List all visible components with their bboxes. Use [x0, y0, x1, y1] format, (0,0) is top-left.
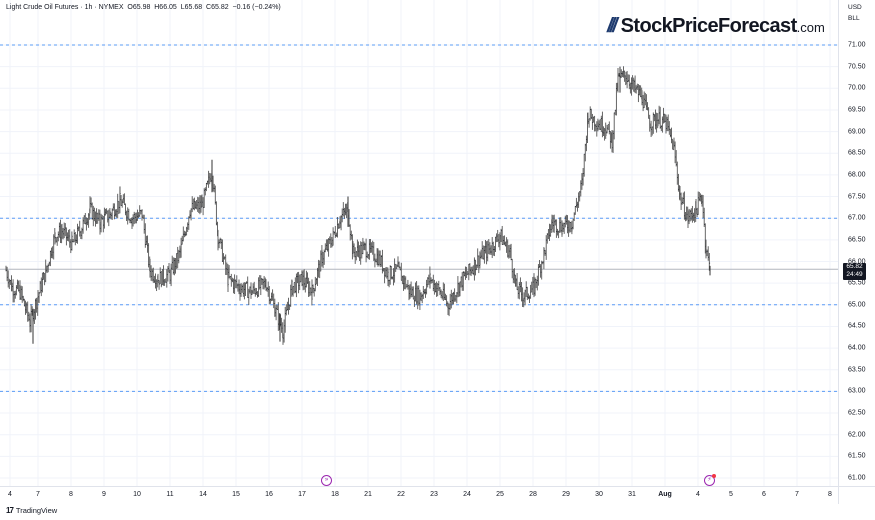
price-axis-label: 65.50 [848, 279, 866, 287]
ohlc-change: −0.16 (−0.24%) [232, 4, 281, 11]
price-axis-label: 71.00 [848, 41, 866, 49]
time-axis-label: 30 [595, 491, 603, 498]
bar-countdown: 24:49 [846, 271, 863, 278]
axis-corner [838, 486, 875, 504]
logo-brand-text: StockPriceForecast [620, 15, 798, 37]
earnings-event-icon[interactable]: ⚡ [704, 474, 716, 486]
time-axis-label: 16 [265, 491, 273, 498]
price-axis-label: 61.50 [848, 452, 866, 460]
price-axis-label: 64.00 [848, 344, 866, 352]
price-axis-label: 66.50 [848, 236, 866, 244]
tradingview-name: TradingView [15, 506, 58, 515]
price-axis-label: 62.00 [848, 431, 866, 439]
logo-tld-text: .com [796, 20, 825, 35]
price-axis-label: 63.50 [848, 366, 866, 374]
time-axis-label: 11 [166, 491, 174, 498]
price-axis-label: 68.00 [848, 171, 866, 179]
price-chart-svg [0, 0, 838, 486]
last-price-tag: 65.82 24:49 [843, 263, 866, 280]
time-axis-label: 7 [36, 491, 40, 498]
ohlc-low: L65.68 [180, 4, 203, 11]
time-axis-label: 15 [232, 491, 240, 498]
last-price-value: 65.82 [846, 263, 863, 270]
time-axis-label: 4 [8, 491, 12, 498]
stockpriceforecast-logo: /// StockPriceForecast .com [607, 15, 825, 38]
time-axis-label: 24 [463, 491, 471, 498]
time-axis[interactable]: 4 7 8 9 10 11 14 15 16 17 18 21 22 23 24 25 28 29 30 31 Aug 4… [0, 486, 838, 504]
time-axis-label: 6 [762, 491, 766, 498]
dividend-event-icon[interactable]: » [321, 475, 332, 486]
time-axis-label: 21 [364, 491, 372, 498]
time-axis-label: 31 [628, 491, 636, 498]
time-axis-label: 4 [696, 491, 700, 498]
tradingview-logo-icon: 17 [6, 506, 14, 515]
price-axis-label: 69.00 [848, 128, 866, 136]
price-axis-label: 67.50 [848, 193, 866, 201]
time-axis-label: 23 [430, 491, 438, 498]
time-axis-label: 25 [496, 491, 504, 498]
time-axis-label: 14 [199, 491, 207, 498]
price-axis[interactable]: 71.00 70.50 70.00 69.50 69.00 68.50 68.00 67.50… [838, 0, 875, 486]
notification-dot [712, 474, 716, 478]
price-axis-label: 68.50 [848, 149, 866, 157]
price-axis-label: 70.50 [848, 63, 866, 71]
price-axis-label: 66.00 [848, 258, 866, 265]
symbol-title[interactable]: Light Crude Oil Futures · 1h · NYMEX [6, 4, 124, 11]
time-axis-label: 8 [828, 491, 832, 498]
price-axis-label: 61.00 [848, 474, 866, 482]
chart-legend: Light Crude Oil Futures · 1h · NYMEX O65… [6, 4, 281, 11]
price-axis-label: 63.00 [848, 387, 866, 395]
time-axis-label: 28 [529, 491, 537, 498]
currency-unit-selector[interactable]: USD BLL [842, 2, 875, 28]
time-axis-label: 9 [102, 491, 106, 498]
time-axis-label: Aug [658, 491, 672, 498]
ohlc-high: H66.05 [154, 4, 177, 11]
time-axis-label: 18 [331, 491, 339, 498]
price-axis-label: 70.00 [848, 84, 866, 92]
price-axis-label: 65.00 [848, 301, 866, 309]
price-axis-label: 69.50 [848, 106, 866, 114]
time-axis-label: 17 [298, 491, 306, 498]
ohlc-open: O65.98 [127, 4, 151, 11]
tradingview-attribution[interactable]: 17 TradingView [6, 506, 57, 515]
time-axis-label: 5 [729, 491, 733, 498]
time-axis-label: 7 [795, 491, 799, 498]
price-axis-label: 64.50 [848, 322, 866, 330]
price-axis-label: 62.50 [848, 409, 866, 417]
time-axis-label: 29 [562, 491, 570, 498]
price-axis-label: 67.00 [848, 214, 866, 222]
time-axis-label: 10 [133, 491, 141, 498]
ohlc-close: C65.82 [206, 4, 229, 11]
chart-plot-area[interactable] [0, 0, 838, 486]
time-axis-label: 8 [69, 491, 73, 498]
currency-label: USD [848, 4, 862, 11]
time-axis-label: 22 [397, 491, 405, 498]
unit-label: BLL [848, 15, 860, 22]
logo-slashes-icon: /// [607, 15, 618, 37]
